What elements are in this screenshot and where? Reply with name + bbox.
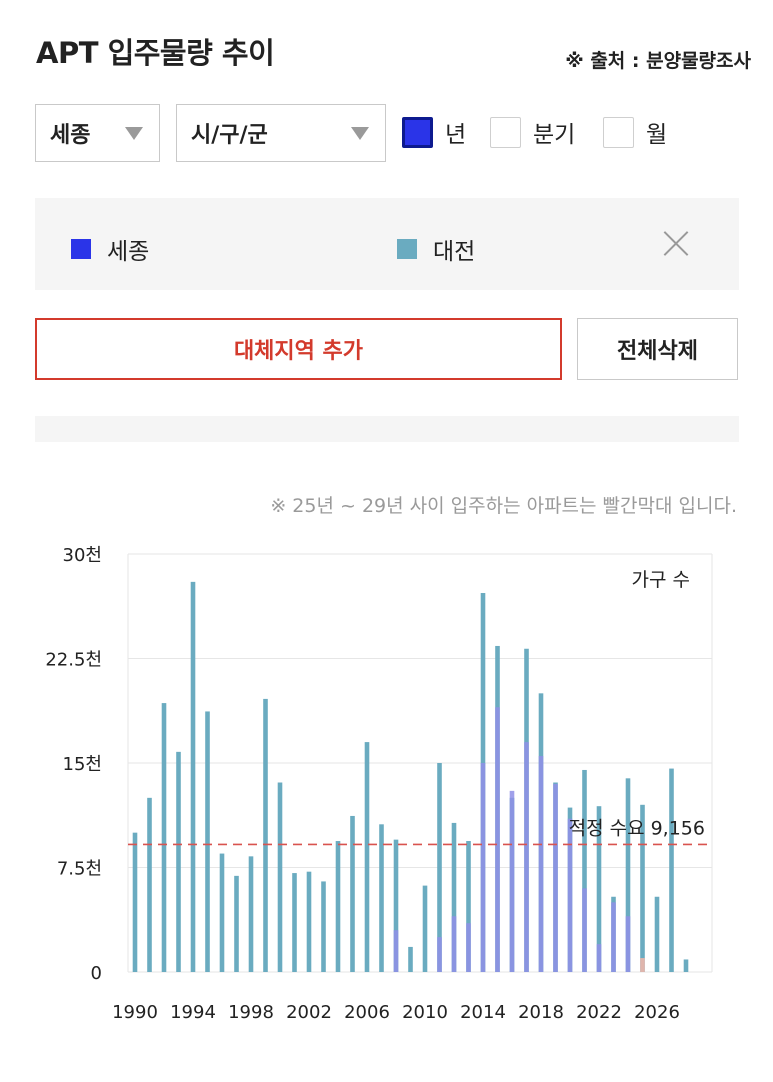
chart-note: ※ 25년 ~ 29년 사이 입주하는 아파트는 빨간막대 입니다. [270, 495, 737, 517]
page-title: APT 입주물량 추이 [36, 36, 275, 70]
legend-label: 세종 [107, 239, 150, 265]
bar-daejeon [596, 806, 602, 972]
x-tick-label: 2010 [402, 1002, 448, 1023]
period-month-label: 월 [646, 122, 668, 148]
delete-all-button[interactable]: 전체삭제 [577, 318, 738, 380]
bar-daejeon [205, 711, 210, 972]
y-tick-label: 22.5천 [45, 650, 102, 671]
bar-daejeon [582, 769, 587, 972]
x-tick-label: 2014 [460, 1002, 506, 1023]
bar-sejong [466, 923, 471, 972]
period-month-checkbox[interactable]: 월 [603, 115, 667, 149]
bar-sejong [509, 790, 515, 972]
region-select[interactable]: 세종 [35, 104, 160, 162]
bar-daejeon [451, 822, 457, 972]
y-axis-ticks: 0 7.5천 15천 22.5천 30천 [45, 545, 102, 984]
bar-daejeon [393, 839, 399, 972]
bar-daejeon [306, 871, 312, 972]
y-tick-label: 7.5천 [57, 859, 102, 880]
period-quarter-label: 분기 [533, 122, 576, 148]
y-tick-label: 15천 [63, 754, 102, 775]
unit-label: 가구 수 [632, 569, 690, 591]
bar-sejong [611, 902, 616, 972]
x-tick-label: 1994 [170, 1002, 216, 1023]
bar-daejeon [132, 832, 138, 972]
bar-daejeon [683, 959, 689, 972]
source-note: ※ 출처 : 분양물량조사 [565, 50, 751, 72]
legend-item-sejong: 세종 [71, 232, 149, 266]
bar-sejong [640, 958, 645, 972]
bar-sejong [393, 930, 399, 972]
bar-sejong [596, 944, 602, 972]
bar-sejong [437, 937, 442, 972]
bar-daejeon [364, 742, 370, 972]
bar-daejeon [277, 782, 283, 972]
checkbox-empty-icon [603, 116, 634, 148]
legend-panel: 세종 대전 [35, 198, 739, 290]
bar-sejong [553, 783, 558, 972]
bar-sejong [524, 742, 529, 972]
bar-daejeon [625, 778, 631, 972]
dropdown-arrow-icon [125, 127, 143, 140]
bar-daejeon [147, 797, 152, 972]
bar-daejeon [437, 763, 442, 972]
region-select-value: 세종 [50, 123, 91, 148]
bar-sejong [480, 763, 486, 972]
divider-strip [35, 416, 739, 442]
reference-line-group: 적정 수요 9,156 [128, 817, 712, 846]
chart-grid [127, 553, 713, 973]
x-tick-label: 2006 [344, 1002, 390, 1023]
period-year-label: 년 [445, 122, 467, 148]
checkbox-empty-icon [490, 116, 521, 148]
bar-sejong [582, 888, 587, 972]
bar-daejeon [350, 815, 355, 972]
bar-daejeon [379, 824, 384, 972]
district-select[interactable]: 시/구/군 [176, 104, 386, 162]
period-year-checkbox[interactable]: 년 [402, 115, 466, 149]
legend-label: 대전 [433, 239, 476, 265]
x-tick-label: 2002 [286, 1002, 332, 1023]
bar-daejeon [234, 875, 239, 972]
bar-daejeon [219, 853, 225, 972]
bar-daejeon [161, 703, 167, 972]
bar-daejeon [321, 881, 326, 972]
x-tick-label: 2018 [518, 1002, 564, 1023]
bar-daejeon [176, 751, 181, 972]
y-tick-label: 0 [91, 963, 102, 984]
bar-daejeon [669, 768, 674, 972]
bar-sejong [625, 916, 631, 972]
bar-daejeon [263, 698, 268, 972]
bar-daejeon [654, 896, 660, 972]
bar-daejeon [190, 581, 196, 972]
bar-daejeon [422, 885, 428, 972]
dropdown-arrow-icon [351, 127, 369, 140]
x-tick-label: 2026 [634, 1002, 680, 1023]
district-select-value: 시/구/군 [191, 123, 268, 148]
add-region-button[interactable]: 대체지역 추가 [35, 318, 562, 380]
bar-sejong [538, 756, 544, 972]
checkbox-checked-icon [402, 116, 433, 148]
y-tick-label: 30천 [63, 545, 102, 566]
x-tick-label: 1998 [228, 1002, 274, 1023]
bar-daejeon [248, 856, 254, 972]
reference-line-label: 적정 수요 9,156 [569, 817, 705, 839]
close-icon[interactable] [663, 230, 689, 256]
bar-daejeon [335, 841, 341, 972]
chart-bars [132, 581, 689, 972]
bar-daejeon [408, 946, 413, 972]
bar-daejeon [466, 841, 471, 972]
legend-swatch [397, 239, 417, 259]
bar-sejong [495, 707, 500, 972]
bar-sejong [567, 818, 573, 972]
x-axis-ticks: 1990 1994 1998 2002 2006 2010 2014 2018 2022 2026 [112, 1002, 680, 1023]
legend-swatch [71, 239, 91, 259]
bar-daejeon [292, 873, 297, 972]
x-tick-label: 2022 [576, 1002, 622, 1023]
period-quarter-checkbox[interactable]: 분기 [490, 115, 575, 149]
bar-sejong [451, 916, 457, 972]
bar-chart: 0 7.5천 15천 22.5천 30천 1990 1994 1998 2002 2006 201… [45, 545, 713, 1023]
x-tick-label: 1990 [112, 1002, 158, 1023]
bar-daejeon [640, 804, 645, 972]
legend-item-daejeon: 대전 [397, 232, 475, 266]
